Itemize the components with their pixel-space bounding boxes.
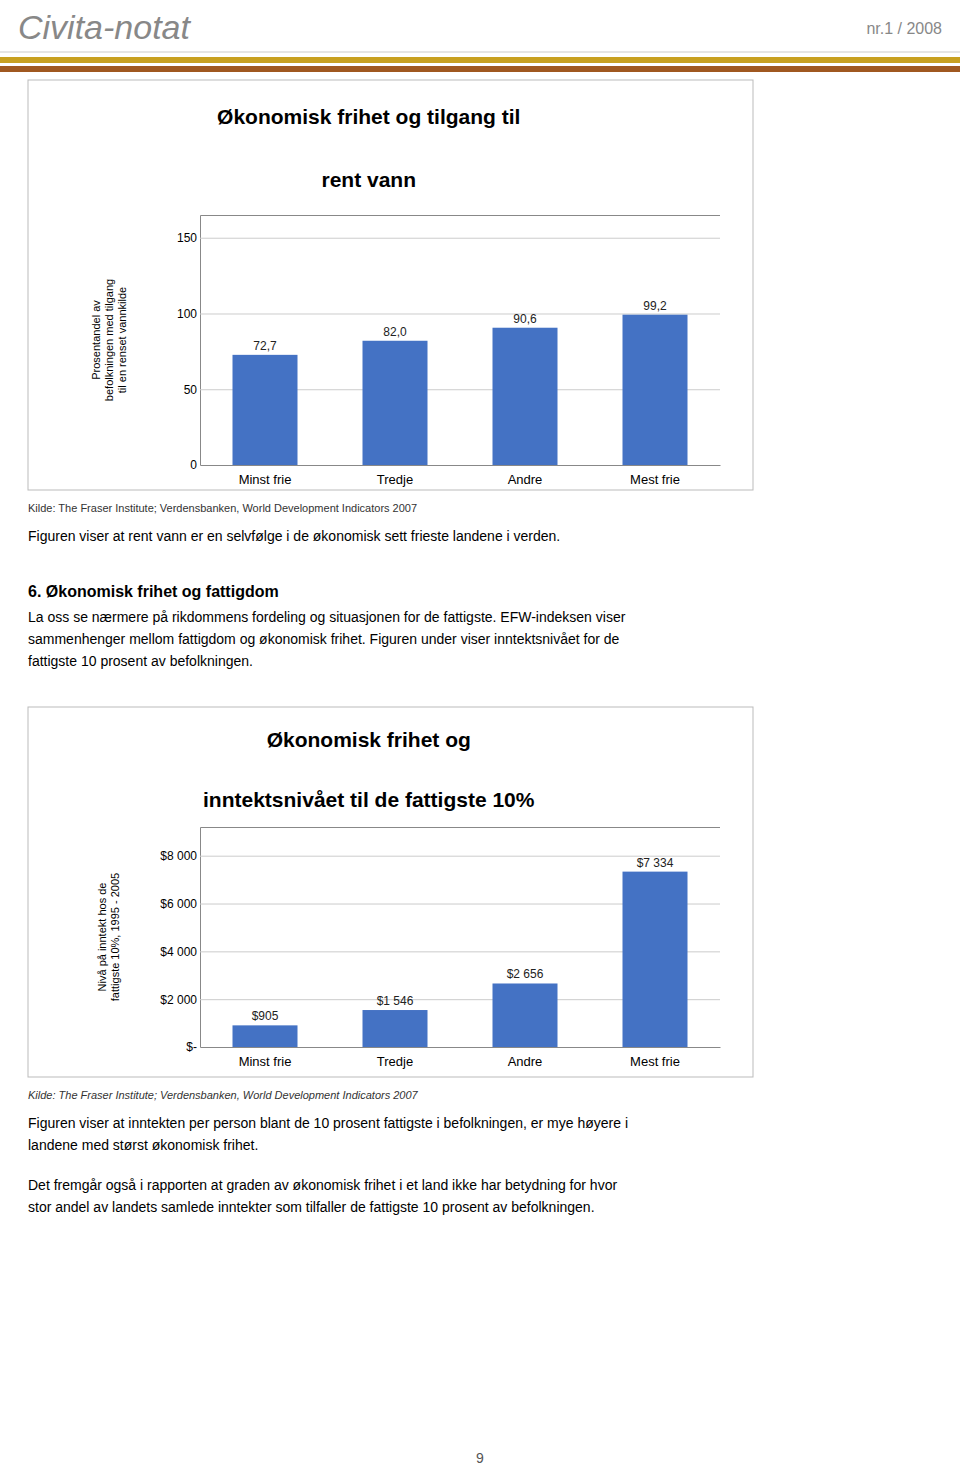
x-tick: Minst frie: [239, 465, 292, 487]
y-tick-label: $4 000: [160, 945, 197, 959]
data-label: 90,6: [513, 312, 537, 326]
data-label: 99,2: [643, 299, 667, 313]
bars: [233, 872, 688, 1047]
bar: [623, 315, 688, 465]
x-tick: Minst frie: [239, 1047, 292, 1069]
y-axis-title: fattigste 10%, 1995 - 2005: [109, 873, 121, 1001]
x-axis: Minst frie Tredje Andre Mest frie: [201, 1047, 721, 1069]
x-axis-line: [201, 465, 721, 466]
y-tick: 150: [177, 231, 720, 245]
y-tick-label: $2 000: [160, 993, 197, 1007]
data-label: $1 546: [377, 994, 414, 1008]
bars: [233, 315, 688, 465]
section-text: sammenhenger mellom fattigdom og økonomi…: [28, 631, 620, 647]
data-label: $7 334: [637, 856, 674, 870]
caption: stor andel av landets samlede inntekter …: [28, 1199, 595, 1215]
x-tick: Mest frie: [630, 465, 680, 487]
x-tick: Andre: [508, 1047, 543, 1069]
y-axis: 0 50 100 150: [177, 216, 720, 473]
bar: [363, 1010, 428, 1047]
chart-title: Økonomisk frihet og: [267, 728, 471, 751]
data-label: $2 656: [507, 967, 544, 981]
y-tick-label: 150: [177, 231, 197, 245]
x-tick: Tredje: [377, 1047, 413, 1069]
plot: 0 50 100 150 Minst frie Tredje Andre Mest frie 7…: [177, 216, 721, 487]
bar: [363, 341, 428, 465]
section-text: fattigste 10 prosent av befolkningen.: [28, 653, 253, 669]
bar: [623, 872, 688, 1047]
bar: [493, 328, 558, 465]
y-axis-title: Nivå på inntekt hos de: [96, 883, 108, 992]
caption: Figuren viser at inntekten per person bl…: [28, 1115, 628, 1131]
grid-line: [200, 238, 720, 239]
chart-title: rent vann: [321, 168, 416, 191]
x-tick-label: Andre: [508, 472, 543, 487]
data-labels: 72,7 82,0 90,6 99,2: [253, 299, 667, 353]
page-number: 9: [476, 1450, 484, 1466]
data-labels: $905 $1 546 $2 656 $7 334: [252, 856, 674, 1024]
y-tick-label: $8 000: [160, 849, 197, 863]
x-tick-label: Andre: [508, 1054, 543, 1069]
caption: Figuren viser at rent vann er en selvføl…: [28, 528, 560, 544]
header: Civita-notat nr.1 / 2008: [0, 8, 960, 69]
caption: Det fremgår også i rapporten at graden a…: [28, 1177, 617, 1193]
x-tick: Andre: [508, 465, 543, 487]
y-axis-line: [201, 216, 721, 466]
chart-box: [28, 707, 753, 1077]
grid-line: [200, 1047, 720, 1048]
header-title: Civita-notat: [18, 8, 192, 46]
data-label: $905: [252, 1009, 279, 1023]
y-tick-label: 0: [190, 458, 197, 472]
bar: [493, 983, 558, 1047]
x-tick-label: Mest frie: [630, 472, 680, 487]
source: Kilde: The Fraser Institute; Verdensbank…: [28, 1089, 419, 1101]
chart-box: [28, 80, 753, 490]
x-tick-label: Minst frie: [239, 472, 292, 487]
grid-line: [200, 465, 720, 466]
header-rule: [0, 51, 960, 52]
y-axis: $- $2 000 $4 000 $6 000 $8 000: [160, 828, 720, 1055]
section-text: La oss se nærmere på rikdommens fordelin…: [28, 609, 626, 625]
source: Kilde: The Fraser Institute; Verdensbank…: [28, 502, 417, 514]
page: Civita-notat nr.1 / 2008 Økonomisk frihet …: [0, 0, 960, 1484]
x-tick-label: Minst frie: [239, 1054, 292, 1069]
chart: Økonomisk frihet og inntektsnivået til de…: [28, 707, 753, 1215]
chart-title: Økonomisk frihet og tilgang til: [217, 105, 520, 128]
y-tick-label: 50: [184, 383, 198, 397]
bar: [233, 355, 298, 465]
section: 6. Økonomisk frihet og fattigdom La oss s…: [28, 583, 626, 668]
y-axis-line: [201, 828, 721, 1048]
plot: $- $2 000 $4 000 $6 000 $8 000 Minst frie Tred…: [160, 828, 720, 1069]
y-tick-label: $-: [186, 1040, 197, 1054]
data-label: 82,0: [383, 325, 407, 339]
x-tick-label: Tredje: [377, 1054, 413, 1069]
x-axis-line: [201, 1047, 721, 1048]
y-tick-label: 100: [177, 307, 197, 321]
bar: [233, 1025, 298, 1047]
y-tick-label: $6 000: [160, 897, 197, 911]
section-title: 6. Økonomisk frihet og fattigdom: [28, 583, 279, 600]
x-axis: Minst frie Tredje Andre Mest frie: [201, 465, 721, 487]
x-tick-label: Tredje: [377, 472, 413, 487]
chart-title: inntektsnivået til de fattigste 10%: [203, 788, 535, 811]
y-axis-title: Prosentandel av: [90, 300, 102, 380]
x-tick-label: Mest frie: [630, 1054, 680, 1069]
x-tick: Tredje: [377, 465, 413, 487]
x-tick: Mest frie: [630, 1047, 680, 1069]
header-rule: [0, 57, 960, 63]
grid-line: [200, 313, 720, 314]
y-axis-title: befolkningen med tilgang: [103, 279, 115, 401]
data-label: 72,7: [253, 339, 277, 353]
y-axis-title: til en renset vannkilde: [116, 287, 128, 393]
chart: Økonomisk frihet og tilgang til rent vann…: [28, 80, 753, 544]
caption: landene med størst økonomisk frihet.: [28, 1137, 258, 1153]
header-rule: [0, 66, 960, 72]
header-number: nr.1 / 2008: [866, 20, 942, 37]
